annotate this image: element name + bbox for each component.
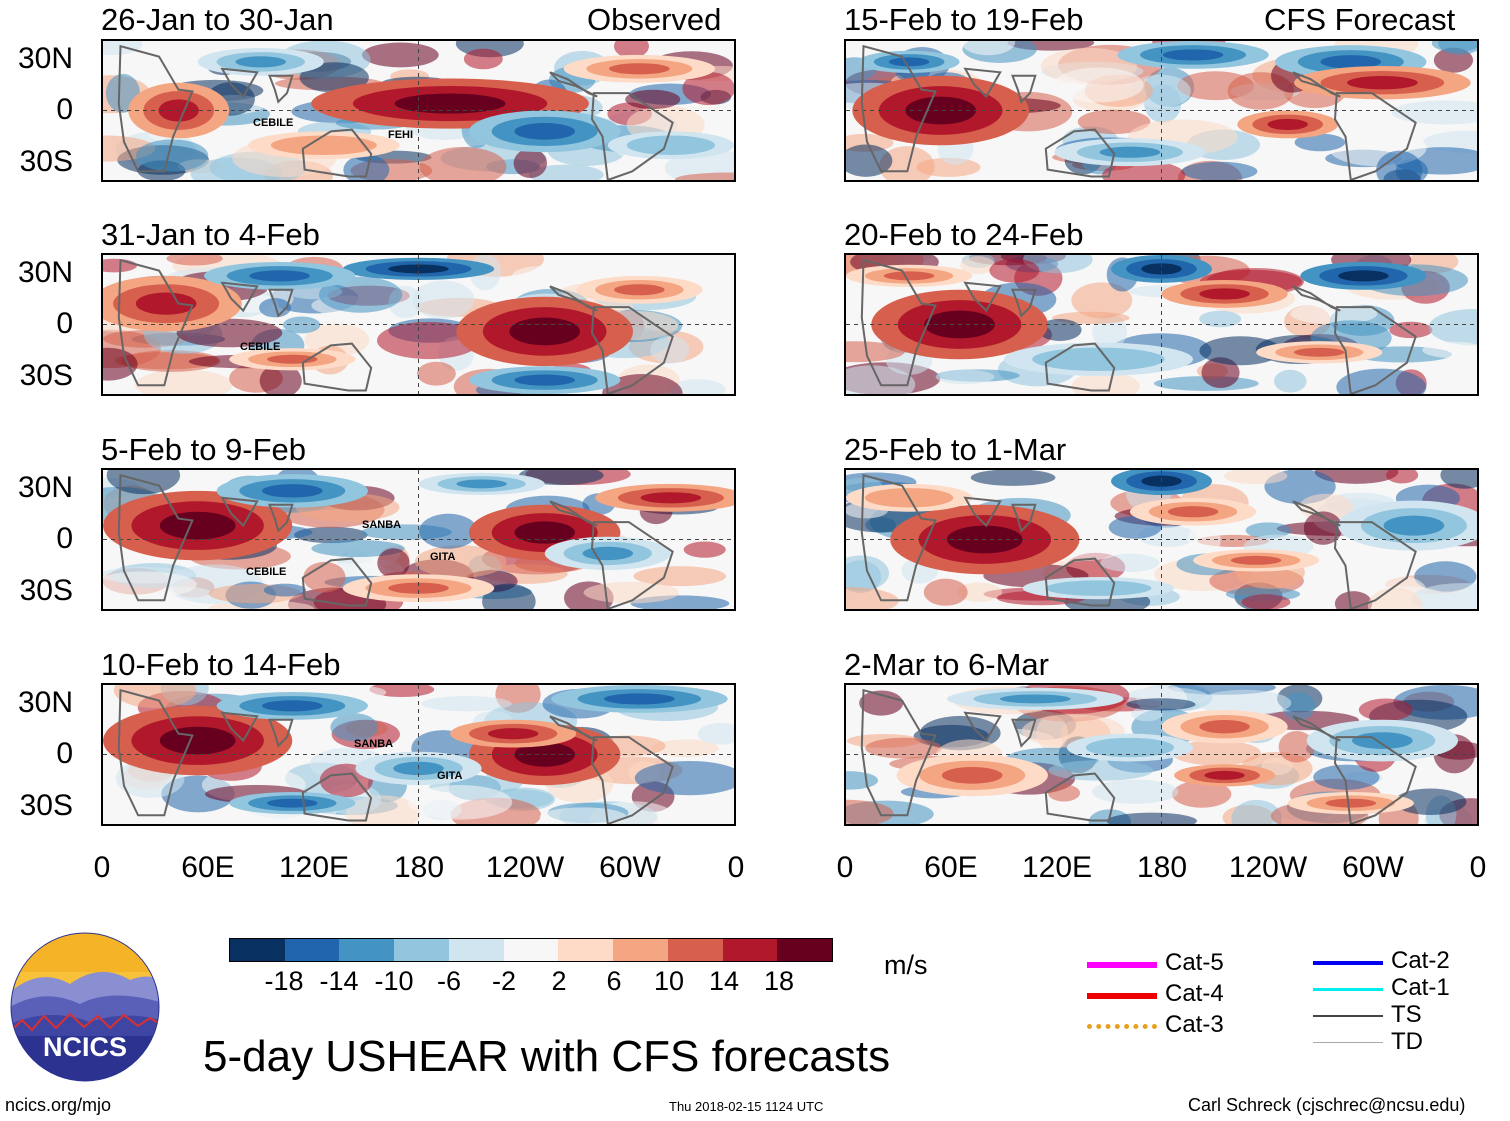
- colorbar: [229, 938, 833, 962]
- y-label-30n: 30N: [17, 686, 73, 719]
- y-label-0: 0: [56, 93, 73, 126]
- y-label-0: 0: [56, 737, 73, 770]
- storm-label: GITA: [437, 770, 463, 782]
- storm-label: GITA: [430, 551, 456, 563]
- y-label-0: 0: [56, 522, 73, 555]
- colorbar-tick: 18: [763, 966, 795, 996]
- legend-label: TD: [1391, 1028, 1423, 1055]
- x-label: 60E: [924, 851, 978, 884]
- legend-label: Cat-1: [1391, 974, 1450, 1001]
- colorbar-tick: -2: [491, 966, 516, 996]
- panel-title: 10-Feb to 14-Feb: [101, 647, 341, 682]
- x-label: 60E: [181, 851, 235, 884]
- x-label: 0: [93, 851, 111, 884]
- cat3-swatch: [1087, 1024, 1157, 1029]
- main-title: 5-day USHEAR with CFS forecasts: [203, 1032, 891, 1081]
- colorbar-tick: -6: [436, 966, 461, 996]
- storm-label: CEBILE: [253, 117, 294, 129]
- x-label: 60W: [599, 851, 661, 884]
- units-label: m/s: [884, 950, 928, 980]
- y-label-30s: 30S: [19, 574, 73, 607]
- colorbar-swatch: [777, 939, 833, 961]
- panel-title: 25-Feb to 1-Mar: [844, 432, 1067, 467]
- storm-label: CEBILE: [246, 566, 287, 578]
- colorbar-tick: 14: [708, 966, 740, 996]
- panel-title: 15-Feb to 19-Feb: [844, 2, 1084, 37]
- colorbar-swatch: [722, 939, 778, 961]
- y-label-0: 0: [56, 307, 73, 340]
- storm-label: SANBA: [354, 738, 394, 750]
- colorbar-swatch: [503, 939, 559, 961]
- footer-timestamp: Thu 2018-02-15 1124 UTC: [669, 1099, 824, 1114]
- y-label-30s: 30S: [19, 359, 73, 392]
- colorbar-swatch: [394, 939, 449, 961]
- x-label: 120E: [278, 851, 350, 884]
- panel-title: 31-Jan to 4-Feb: [101, 217, 320, 252]
- cat4-swatch: [1087, 993, 1157, 999]
- x-label: 60W: [1342, 851, 1404, 884]
- x-label: 0: [727, 851, 745, 884]
- shear-map: [844, 39, 1479, 182]
- colorbar-swatch: [613, 939, 668, 961]
- x-label: 0: [1469, 851, 1487, 884]
- footer-author: Carl Schreck (cjschrec@ncsu.edu): [1188, 1095, 1466, 1115]
- colorbar-tick: -14: [319, 966, 359, 996]
- y-label-30n: 30N: [17, 256, 73, 289]
- y-label-30n: 30N: [17, 42, 73, 75]
- storm-label: FEHI: [388, 129, 414, 141]
- shear-map: [101, 253, 736, 396]
- y-label-30n: 30N: [17, 471, 73, 504]
- colorbar-swatch: [230, 939, 285, 961]
- y-label-30s: 30S: [19, 145, 73, 178]
- x-label: 120W: [485, 851, 565, 884]
- storm-label: CEBILE: [240, 341, 281, 353]
- x-label: 180: [1136, 851, 1188, 884]
- panel-title: 2-Mar to 6-Mar: [844, 647, 1049, 682]
- cat5-swatch: [1087, 962, 1157, 968]
- shear-map: [844, 683, 1479, 826]
- td-swatch: [1313, 1042, 1383, 1043]
- colorbar-swatch: [667, 939, 723, 961]
- colorbar-swatch: [558, 939, 614, 961]
- forecast-label: CFS Forecast: [1264, 2, 1456, 37]
- cat1-swatch: [1313, 988, 1383, 991]
- panel-title: 20-Feb to 24-Feb: [844, 217, 1084, 252]
- x-label: 180: [393, 851, 445, 884]
- x-label: 0: [836, 851, 854, 884]
- colorbar-tick: 10: [653, 966, 685, 996]
- panel-title: 5-Feb to 9-Feb: [101, 432, 307, 467]
- legend-label: TS: [1391, 1001, 1422, 1028]
- legend-label: Cat-2: [1391, 947, 1450, 974]
- legend-label: Cat-3: [1165, 1011, 1224, 1038]
- ts-swatch: [1313, 1015, 1383, 1017]
- x-label: 120E: [1021, 851, 1093, 884]
- legend-label: Cat-5: [1165, 949, 1224, 976]
- colorbar-tick: -10: [374, 966, 414, 996]
- storm-label: SANBA: [362, 519, 402, 531]
- colorbar-tick: 6: [606, 966, 622, 996]
- cat2-swatch: [1313, 961, 1383, 965]
- colorbar-tick: 2: [551, 966, 567, 996]
- shear-map: [101, 468, 736, 611]
- shear-map: [101, 683, 736, 826]
- colorbar-tick: -18: [264, 966, 304, 996]
- x-label: 120W: [1228, 851, 1308, 884]
- footer-url: ncics.org/mjo: [5, 1095, 112, 1115]
- shear-map: [844, 253, 1479, 396]
- colorbar-swatch: [448, 939, 504, 961]
- shear-map: [844, 468, 1479, 611]
- observed-label: Observed: [587, 2, 722, 37]
- colorbar-swatch: [284, 939, 340, 961]
- ncics-logo: NCICS: [10, 932, 160, 1082]
- colorbar-swatch: [339, 939, 395, 961]
- y-label-30s: 30S: [19, 789, 73, 822]
- panel-title: 26-Jan to 30-Jan: [101, 2, 334, 37]
- shear-map: [101, 39, 736, 182]
- legend-label: Cat-4: [1165, 980, 1224, 1007]
- logo-text: NCICS: [43, 1032, 127, 1062]
